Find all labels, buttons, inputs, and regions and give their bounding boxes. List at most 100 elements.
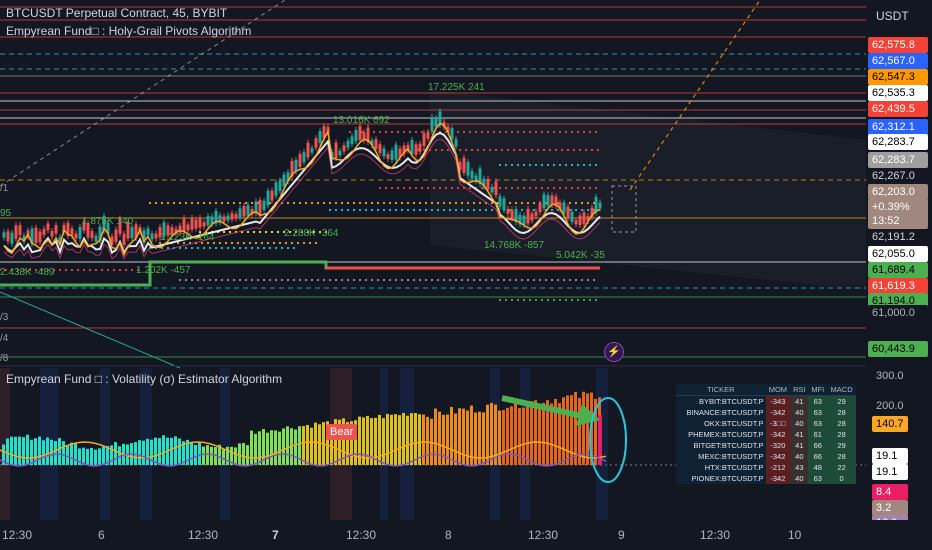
pivot-dot	[382, 201, 386, 205]
pivot-dot	[358, 201, 362, 205]
vol-bar	[526, 405, 529, 465]
time-axis[interactable]	[0, 520, 932, 550]
pivot-dot	[322, 278, 326, 282]
pivot-dot	[586, 208, 590, 212]
vol-bar	[6, 438, 9, 465]
rsi-cell: 40	[790, 418, 809, 429]
candle-body	[546, 195, 550, 206]
pivot-dot	[220, 278, 224, 282]
pivot-dot	[432, 186, 436, 190]
vol-bar	[230, 446, 233, 465]
trend-line	[629, 0, 761, 191]
candle-body	[274, 182, 278, 196]
pivot-dot	[394, 208, 398, 212]
pivot-dot	[244, 278, 248, 282]
ticker-cell: OKX:BTCUSDT.P	[703, 419, 764, 428]
pivot-dot	[340, 278, 344, 282]
pivot-dot	[532, 208, 536, 212]
symbol-title[interactable]: BTCUSDT Perpetual Contract, 45, BYBIT	[6, 6, 228, 20]
volume-label: 2.438K -489	[0, 267, 55, 278]
candle-body	[334, 142, 338, 159]
candle-body	[502, 198, 506, 210]
pivot-dot	[250, 278, 254, 282]
pivot-dot	[94, 268, 98, 272]
pivot-dot	[222, 230, 226, 234]
macd-cell: 28	[827, 451, 856, 462]
left-edge-label: /4	[0, 333, 9, 344]
vol-bar	[338, 419, 341, 465]
pivot-dot	[426, 186, 430, 190]
pivot-dot	[364, 208, 368, 212]
pivot-dot	[316, 278, 320, 282]
vol-bar	[258, 431, 261, 465]
pivot-dot	[190, 246, 194, 250]
lightning-icon[interactable]: ⚡	[604, 342, 624, 362]
vol-bar	[374, 417, 377, 465]
candle-body	[346, 140, 350, 148]
moving-average	[3, 122, 601, 257]
vol-bar	[578, 398, 581, 465]
pivot-dot	[358, 278, 362, 282]
annotation-circle	[589, 397, 627, 483]
vol-bar	[378, 414, 381, 465]
vol-bar	[538, 404, 541, 465]
vol-bar	[358, 416, 361, 465]
candle-body	[158, 227, 162, 238]
pivot-dot	[346, 201, 350, 205]
vol-bar	[362, 417, 365, 465]
vol-bar	[278, 431, 281, 465]
vol-bar	[10, 436, 13, 465]
target-box	[611, 185, 637, 233]
pivot-dot	[328, 201, 332, 205]
candle-body	[402, 145, 406, 155]
pivot-dot	[570, 298, 574, 302]
pivot-dot	[214, 246, 218, 250]
candle-body	[90, 231, 94, 239]
pivot-dot	[580, 201, 584, 205]
candle-body	[586, 215, 590, 221]
indicator-legend-pivots[interactable]: Empyrean Fund□ : Holy-Grail Pivots Algor…	[6, 24, 252, 38]
vol-bar	[226, 446, 229, 465]
moving-average	[3, 131, 601, 256]
vol-bar	[242, 443, 245, 465]
pivot-dot	[582, 130, 586, 134]
pivot-dot	[526, 201, 530, 205]
vol-bar	[534, 400, 537, 465]
pivot-dot	[402, 186, 406, 190]
vol-bar	[346, 422, 349, 465]
candle-body	[386, 154, 390, 159]
mfi-cell: 66	[808, 440, 828, 451]
pivot-dot	[594, 298, 598, 302]
indicator-legend-volatility[interactable]: Empyrean Fund □ : Volatility (σ) Estimat…	[6, 372, 283, 386]
vol-bar	[270, 430, 273, 465]
vol-bar	[342, 418, 345, 465]
pivot-dot	[294, 230, 298, 234]
pivot-dot	[594, 186, 598, 190]
pivot-dot	[448, 201, 452, 205]
pivot-dot	[370, 208, 374, 212]
vol-bar	[94, 449, 97, 465]
candle-body	[150, 233, 154, 240]
pivot-dot	[586, 278, 590, 282]
rsi-cell: 40	[790, 473, 809, 484]
volume-label: 1.202K -457	[136, 265, 191, 276]
pivot-dot	[310, 201, 314, 205]
candle-body	[418, 143, 422, 152]
pivot-dot	[414, 130, 418, 134]
pivot-dot	[64, 268, 68, 272]
pivot-dot	[280, 278, 284, 282]
candle-body	[218, 215, 222, 223]
currency-selector[interactable]: USDT	[876, 9, 909, 23]
pivot-dot	[454, 201, 458, 205]
candle-body	[122, 233, 126, 245]
pivot-dot	[498, 186, 502, 190]
vol-bar	[262, 429, 265, 465]
candle-body	[210, 216, 214, 225]
pivot-dot	[232, 201, 236, 205]
candle-body	[422, 133, 426, 146]
oscillator-label: 300.0	[872, 368, 928, 384]
macd-cell: 29	[827, 440, 856, 451]
pivot-dot	[504, 130, 508, 134]
